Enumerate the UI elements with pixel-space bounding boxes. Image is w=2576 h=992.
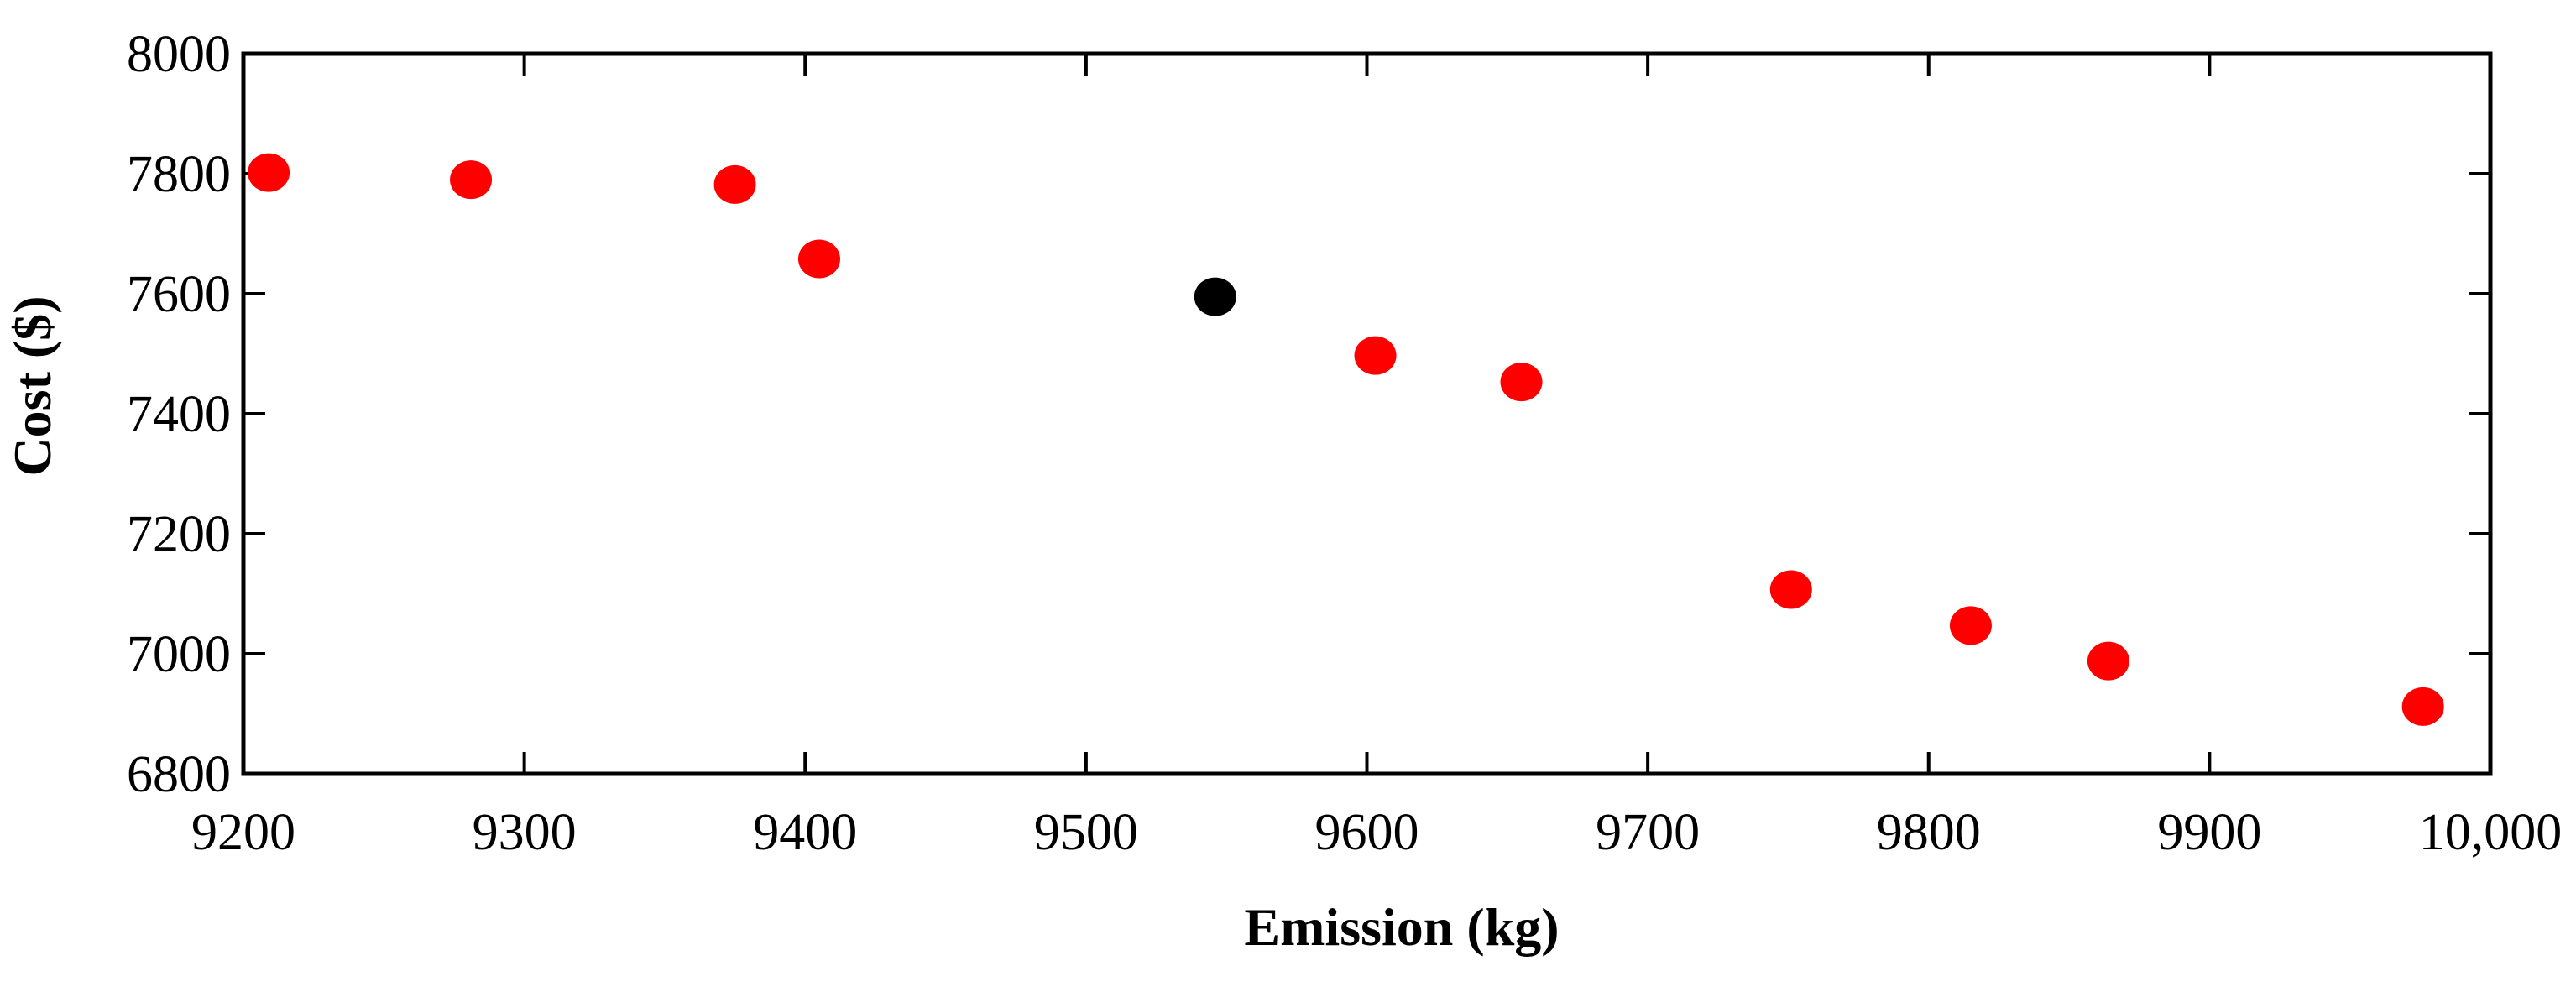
x-tick-label: 9900 bbox=[2157, 804, 2261, 861]
y-axis-title: Cost ($) bbox=[3, 295, 62, 476]
scatter-point bbox=[797, 239, 840, 279]
x-tick-label: 9500 bbox=[1034, 804, 1138, 861]
scatter-point bbox=[248, 153, 290, 192]
x-tick-label: 9400 bbox=[753, 804, 857, 861]
y-tick-label: 8000 bbox=[127, 26, 231, 83]
scatter-point bbox=[1949, 606, 1992, 645]
x-tick-label: 9700 bbox=[1596, 804, 1700, 861]
y-tick-label: 7800 bbox=[127, 146, 231, 203]
x-tick-label: 9600 bbox=[1315, 804, 1419, 861]
x-tick-label: 9800 bbox=[1877, 804, 1981, 861]
x-tick-label: 9200 bbox=[191, 804, 295, 861]
scatter-point bbox=[2087, 641, 2129, 681]
scatter-point bbox=[2401, 687, 2444, 726]
plot-frame bbox=[241, 51, 2493, 776]
scatter-point bbox=[450, 160, 493, 200]
y-tick-label: 6800 bbox=[127, 746, 231, 803]
scatter-point bbox=[1354, 336, 1397, 375]
scatter-point bbox=[1769, 570, 1812, 609]
y-tick-label: 7200 bbox=[127, 506, 231, 563]
highlighted-point bbox=[1194, 277, 1236, 316]
y-tick-label: 7400 bbox=[127, 386, 231, 443]
y-tick-label: 7600 bbox=[127, 266, 231, 323]
scatter-point bbox=[1500, 363, 1543, 402]
y-tick-label: 7000 bbox=[127, 626, 231, 683]
scatter-point bbox=[713, 164, 756, 204]
points-layer bbox=[248, 153, 2444, 726]
x-tick-label: 10,000 bbox=[2419, 804, 2563, 861]
labels-layer: 9200 9300 9400 9500 9600 9700 9800 9900 10,000 68… bbox=[127, 26, 2562, 861]
x-axis-title: Emission (kg) bbox=[1244, 897, 1559, 957]
x-tick-label: 9300 bbox=[473, 804, 577, 861]
ticks-layer bbox=[242, 52, 2492, 775]
